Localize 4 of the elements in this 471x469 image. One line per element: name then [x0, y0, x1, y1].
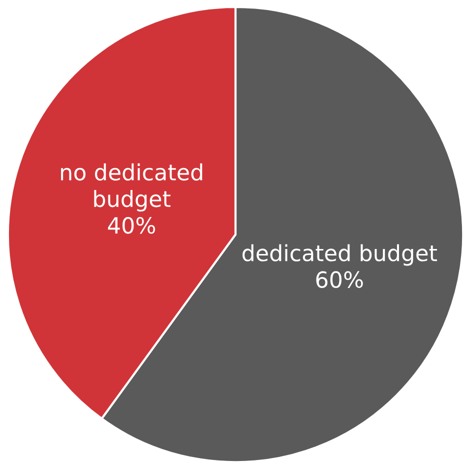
data-label: 60%: [316, 271, 363, 288]
slice-label: dedicated budget: [242, 244, 437, 266]
slice-label: no dedicated budget: [61, 163, 202, 212]
data-label: 40%: [108, 216, 156, 234]
